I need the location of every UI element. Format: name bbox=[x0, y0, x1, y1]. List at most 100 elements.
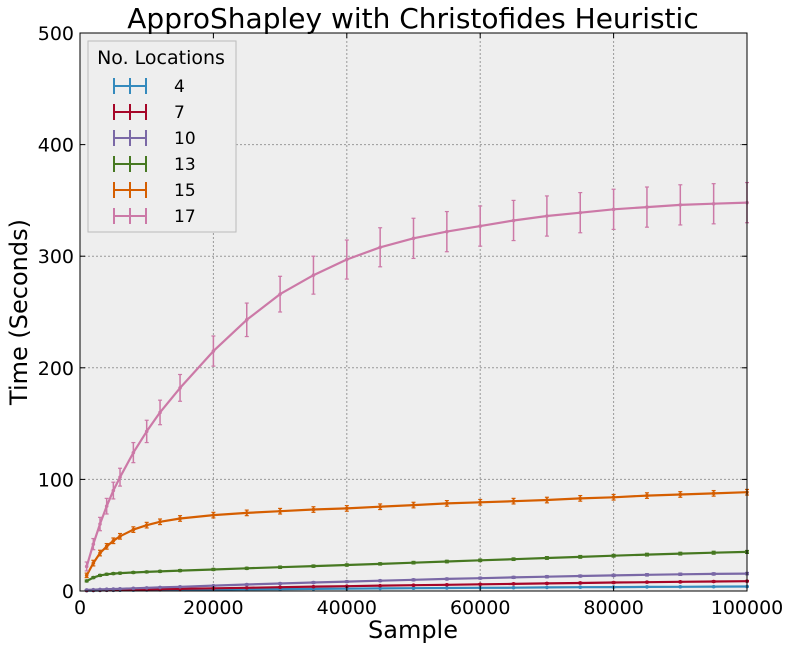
legend-item-17: 17 bbox=[113, 207, 196, 227]
x-tick-label: 20000 bbox=[183, 597, 243, 619]
legend-label: 7 bbox=[174, 103, 185, 123]
x-tick-label: 100000 bbox=[711, 597, 784, 619]
data-point bbox=[378, 583, 382, 588]
data-point bbox=[345, 506, 349, 511]
data-point bbox=[158, 569, 162, 574]
y-tick-label: 500 bbox=[38, 23, 74, 45]
chart-title: ApproShapley with Christofides Heuristic bbox=[127, 2, 698, 35]
data-point bbox=[645, 205, 649, 209]
data-point bbox=[411, 236, 416, 241]
data-point bbox=[345, 563, 349, 567]
data-point bbox=[445, 582, 449, 587]
data-point bbox=[445, 501, 449, 506]
data-point bbox=[678, 580, 683, 584]
data-point bbox=[545, 214, 549, 218]
data-point bbox=[98, 522, 102, 526]
data-point bbox=[111, 571, 116, 576]
x-tick-label: 80000 bbox=[583, 597, 643, 619]
data-point bbox=[478, 576, 483, 580]
x-tick-label: 60000 bbox=[450, 597, 510, 619]
legend-items: 4 7 10 13 15 17 bbox=[113, 77, 196, 227]
data-point bbox=[711, 201, 716, 206]
data-point bbox=[578, 210, 583, 215]
data-point bbox=[678, 203, 683, 207]
data-point bbox=[144, 570, 149, 574]
data-point bbox=[678, 572, 683, 577]
legend-label: 17 bbox=[174, 207, 196, 227]
data-point bbox=[98, 573, 102, 578]
data-point bbox=[545, 585, 549, 590]
data-point bbox=[645, 552, 649, 557]
data-point bbox=[711, 572, 716, 576]
data-point bbox=[511, 575, 516, 580]
data-point bbox=[711, 584, 716, 589]
x-tick-label: 40000 bbox=[317, 597, 377, 619]
data-point bbox=[104, 587, 109, 592]
data-point bbox=[158, 585, 162, 590]
data-point bbox=[445, 577, 449, 581]
data-point bbox=[578, 574, 583, 578]
legend-label: 13 bbox=[174, 155, 196, 175]
legend-title: No. Locations bbox=[97, 47, 225, 69]
legend-box bbox=[87, 40, 237, 233]
data-point bbox=[478, 582, 483, 587]
data-point bbox=[311, 507, 316, 512]
legend-label: 10 bbox=[174, 129, 196, 149]
data-point bbox=[611, 495, 616, 500]
legend-item-10: 10 bbox=[113, 129, 196, 149]
data-point bbox=[144, 586, 149, 590]
data-point bbox=[411, 560, 416, 565]
data-point bbox=[611, 580, 616, 585]
data-point bbox=[511, 218, 516, 223]
data-point bbox=[178, 386, 182, 390]
data-point bbox=[578, 555, 583, 559]
series-17 bbox=[84, 181, 749, 572]
x-tick-label: 0 bbox=[74, 597, 86, 619]
legend: No. Locations 4 7 10 13 15 17 bbox=[87, 40, 237, 233]
data-point bbox=[91, 575, 96, 580]
data-point bbox=[118, 571, 122, 575]
data-point bbox=[278, 585, 282, 590]
data-point bbox=[711, 550, 716, 555]
data-point bbox=[111, 488, 116, 493]
data-point bbox=[378, 586, 382, 591]
data-point bbox=[611, 207, 616, 212]
data-point bbox=[278, 565, 282, 570]
legend-item-7: 7 bbox=[113, 103, 185, 123]
data-point bbox=[545, 574, 549, 579]
data-point bbox=[111, 587, 116, 591]
data-point bbox=[345, 257, 349, 262]
data-point bbox=[645, 573, 649, 577]
series-15 bbox=[84, 488, 749, 579]
data-point bbox=[478, 224, 483, 228]
data-point bbox=[478, 558, 483, 563]
data-point bbox=[411, 586, 416, 591]
data-point bbox=[244, 318, 249, 322]
data-point bbox=[211, 513, 216, 517]
data-point bbox=[118, 586, 122, 591]
data-point bbox=[91, 561, 96, 565]
data-point bbox=[378, 562, 382, 566]
legend-item-15: 15 bbox=[113, 181, 196, 201]
y-tick-label: 0 bbox=[62, 581, 74, 603]
y-tick-label: 400 bbox=[38, 135, 74, 157]
data-point bbox=[511, 585, 516, 590]
data-point bbox=[378, 578, 382, 583]
data-point bbox=[678, 492, 683, 497]
data-point bbox=[244, 566, 249, 571]
data-point bbox=[278, 292, 282, 296]
data-point bbox=[98, 551, 102, 555]
data-point bbox=[118, 534, 122, 539]
data-point bbox=[545, 581, 549, 586]
data-point bbox=[278, 509, 282, 514]
data-point bbox=[645, 493, 649, 498]
data-point bbox=[311, 584, 316, 589]
data-point bbox=[158, 410, 162, 415]
data-point bbox=[578, 585, 583, 590]
data-point bbox=[211, 583, 216, 588]
legend-label: 15 bbox=[174, 181, 196, 201]
data-point bbox=[111, 538, 116, 543]
data-point bbox=[84, 564, 89, 569]
data-point bbox=[104, 544, 109, 549]
data-point bbox=[411, 583, 416, 587]
